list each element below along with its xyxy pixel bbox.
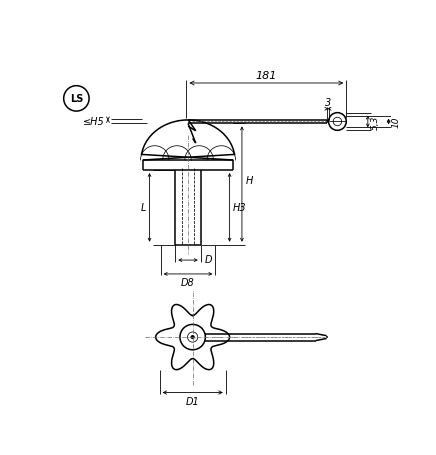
Text: LS: LS [70, 94, 83, 104]
Text: H3: H3 [233, 203, 246, 213]
Text: 10: 10 [392, 116, 401, 128]
Text: ≤H5: ≤H5 [83, 117, 105, 127]
Text: D: D [204, 255, 212, 265]
Text: H: H [246, 176, 253, 186]
Text: L: L [140, 203, 146, 213]
Text: 181: 181 [255, 71, 277, 81]
Text: 3: 3 [325, 98, 331, 108]
Text: D8: D8 [181, 278, 195, 288]
Text: D1: D1 [186, 396, 200, 406]
Circle shape [191, 336, 194, 339]
Text: 5,3: 5,3 [371, 115, 380, 129]
